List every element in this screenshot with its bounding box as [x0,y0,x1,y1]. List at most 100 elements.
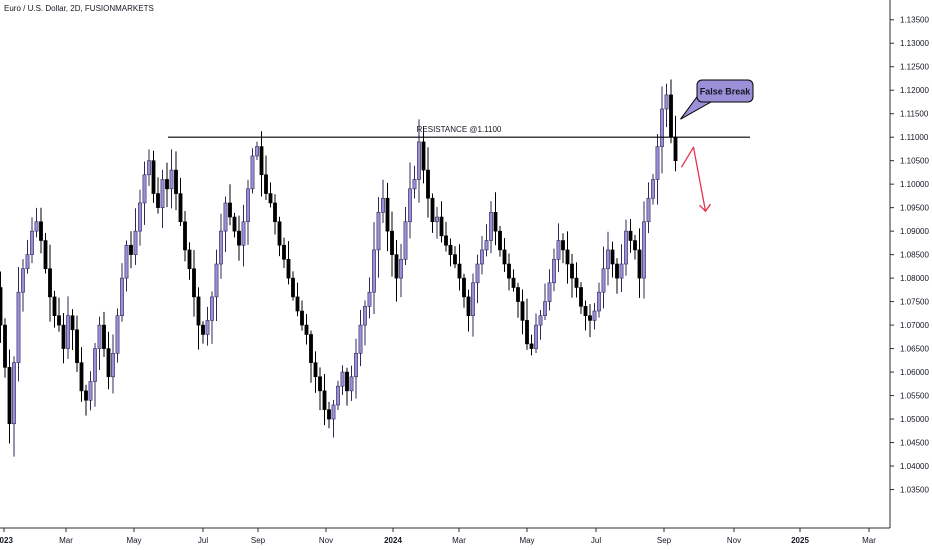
candle-body [66,315,70,349]
candle-body [268,193,273,204]
candle-body [304,324,309,335]
time-tick-label: Mar [452,536,466,545]
candle-body [525,320,529,345]
time-tick-label: May [126,536,141,545]
candle-body [579,287,583,307]
candle-body [408,188,412,223]
candle-body [597,291,601,312]
candle-body [322,390,327,410]
resistance-label: RESISTANCE @1.1100 [417,125,502,134]
candle-body [489,212,493,241]
candle-body [615,263,619,279]
candle-body [273,202,277,223]
candle-body [255,146,259,157]
time-tick-label: Jul [591,536,601,545]
candle-body [57,315,61,326]
candle-body [448,244,453,255]
candle-body [70,315,75,331]
candle-body [417,141,421,180]
candle-body [246,188,250,223]
candle-body [520,301,525,321]
candle-body [655,146,660,180]
candle-body [282,244,286,260]
candle-body [327,409,331,420]
candle-body [345,371,349,392]
candle-body [160,179,165,208]
candle-body [444,235,448,246]
candle-body [426,169,430,199]
candle-body [151,160,156,194]
time-axis: 2023 Mar May Jul Sep Nov 2024 Mar May Jul Sep Nov 20… [0,527,890,545]
candle-body [214,263,219,298]
candle-body [264,174,268,194]
time-tick-label: 2024 [384,536,402,545]
price-tick-label: 1.05000 [900,415,929,424]
candle-body [538,315,543,326]
price-tick-label: 1.04500 [900,439,929,448]
candle-body [552,259,556,284]
candle-body [79,362,84,392]
candle-body [493,212,498,232]
candle-body [372,249,376,293]
candle-body [174,169,178,194]
candle-body [547,282,552,302]
candle-body [88,381,93,401]
candle-body [673,136,678,161]
candle-body [178,193,183,223]
candle-body [201,324,205,335]
price-tick-label: 1.12500 [900,63,929,72]
candle-body [309,334,313,363]
candle-body [3,324,7,368]
time-tick-label: 2025 [791,536,809,545]
candle-body [610,249,615,265]
candle-body [48,268,52,298]
candle-body [97,324,102,349]
candle-body [619,263,624,279]
candle-body [7,367,12,425]
candle-body [660,108,664,147]
time-tick-label: 2023 [0,536,13,545]
candle-body [120,277,124,316]
candle-body [358,324,363,354]
forecast-arrow-head [699,203,712,213]
time-tick-label: May [519,536,534,545]
candle-body [111,352,115,378]
candle-body [196,296,201,326]
candle-body [165,179,169,190]
price-tick-label: 1.13000 [900,39,929,48]
candle-body [583,306,588,316]
price-tick-label: 1.07000 [900,321,929,330]
candle-body [313,362,318,378]
candle-body [570,263,574,279]
candle-body [412,179,417,190]
candle-body [331,404,336,420]
candle-body [601,268,606,293]
candle-body [561,240,565,251]
price-tick-label: 1.04000 [900,462,929,471]
candle-body [30,230,34,255]
candle-body [124,244,129,279]
candle-body [205,320,210,335]
candle-body [106,348,111,378]
candle-body [349,376,354,392]
candle-body [394,254,399,279]
candle-body [183,221,187,251]
price-tick-label: 1.09500 [900,204,929,213]
candle-body [43,240,48,270]
candle-body [237,230,241,246]
candle-body [277,221,282,246]
candle-body [115,315,120,354]
candle-body [34,221,39,232]
candle-body [516,287,520,302]
price-axis: 1.13500 1.13000 1.12500 1.12000 1.11500 1.110… [889,0,929,528]
candle-body [471,282,475,316]
symbol-title: Euro / U.S. Dollar, 2D, FUSIONMARKETS [4,4,154,13]
candle-body [52,296,57,316]
candle-body [624,230,628,265]
candle-body [651,179,655,199]
candle-body [466,296,471,316]
candle-body [421,141,426,171]
candle-body [340,371,345,387]
candle-body [129,244,133,255]
